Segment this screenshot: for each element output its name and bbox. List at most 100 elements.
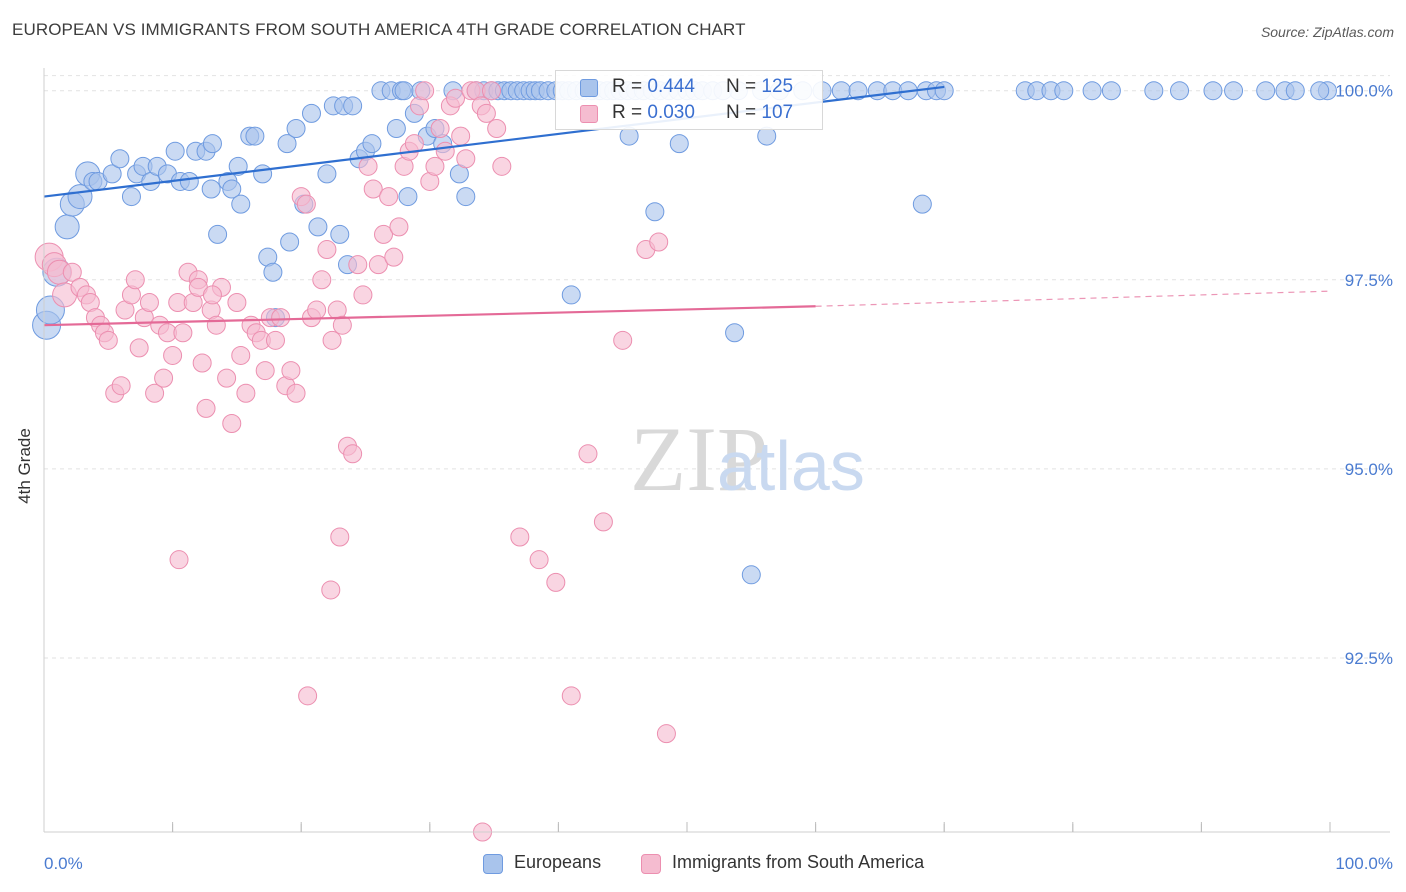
immigrants-point (286, 383, 306, 403)
immigrants-point (317, 240, 337, 260)
immigrants-point (222, 414, 242, 434)
europeans-point (398, 187, 418, 207)
europeans-point (308, 217, 328, 237)
legend-r-label: R = (612, 102, 648, 123)
immigrants-point (404, 134, 424, 154)
y-axis-label: 4th Grade (15, 428, 34, 504)
chart-source: Source: ZipAtlas.com (1260, 24, 1394, 40)
europeans-point (231, 194, 251, 214)
legend-row-europeans: R = 0.444 N = 125 (556, 76, 822, 100)
europeans-point (1101, 81, 1121, 101)
immigrants-point (255, 361, 275, 381)
europeans-point (848, 81, 868, 101)
europeans-point (831, 81, 851, 101)
europeans-point (912, 194, 932, 214)
immigrants-point (231, 345, 251, 365)
immigrants-point (139, 292, 159, 312)
immigrants-point (446, 88, 466, 108)
europeans-swatch (483, 854, 503, 874)
europeans-point (202, 134, 222, 154)
watermark-atlas: atlas (717, 427, 865, 505)
immigrants-point (332, 315, 352, 335)
europeans-point (1082, 81, 1102, 101)
legend-n-value: 125 (761, 76, 794, 97)
immigrants-point (510, 527, 530, 547)
x-tick-label: 100.0% (1335, 854, 1393, 873)
watermark: ZIP atlas (630, 408, 865, 510)
immigrants-point (476, 103, 496, 123)
y-tick-label: 100.0% (1335, 82, 1393, 101)
immigrants-trend-line (43, 305, 816, 327)
immigrants-point (227, 292, 247, 312)
immigrants-point (206, 315, 226, 335)
immigrants-point (125, 270, 145, 290)
immigrants-label: Immigrants from South America (672, 852, 925, 872)
immigrants-point (163, 345, 183, 365)
immigrants-point (111, 376, 131, 396)
immigrants-point (487, 119, 507, 139)
legend-n-label: N = (726, 76, 762, 97)
europeans-point (1144, 81, 1164, 101)
legend-swatch-immigrants (580, 105, 598, 123)
legend-n-value: 107 (761, 102, 794, 123)
y-tick-label: 92.5% (1345, 649, 1393, 668)
legend-row-immigrants: R = 0.030 N = 107 (556, 102, 822, 126)
immigrants-point (363, 179, 383, 199)
immigrants-point (379, 187, 399, 207)
series-legend: Europeans Immigrants from South America (0, 852, 1406, 876)
europeans-point (54, 214, 80, 240)
immigrants-trend-extension (815, 290, 1331, 307)
europeans-point (102, 164, 122, 184)
europeans-point (263, 262, 283, 282)
y-tick-label: 97.5% (1345, 271, 1393, 290)
immigrants-point (192, 353, 212, 373)
immigrants-point (322, 330, 342, 350)
immigrants-point (154, 368, 174, 388)
europeans-point (208, 224, 228, 244)
europeans-point (179, 171, 199, 191)
immigrants-point (368, 255, 388, 275)
immigrants-point (271, 308, 291, 328)
europeans-point (330, 224, 350, 244)
y-tick-label: 95.0% (1345, 460, 1393, 479)
immigrants-point (296, 194, 316, 214)
immigrants-point (415, 81, 435, 101)
stats-legend: R = 0.444 N = 125 R = 0.030 N = 107 (555, 70, 823, 130)
europeans-point (280, 232, 300, 252)
immigrants-swatch (641, 854, 661, 874)
europeans-point (121, 187, 141, 207)
x-tick-label: 0.0% (44, 854, 83, 873)
europeans-point (1203, 81, 1223, 101)
legend-swatch-europeans (580, 79, 598, 97)
legend-r-value: 0.030 (647, 102, 695, 123)
immigrants-point (492, 156, 512, 176)
legend-n-label: N = (726, 102, 762, 123)
immigrants-point (353, 285, 373, 305)
europeans-point (277, 134, 297, 154)
watermark-zip: ZIP (630, 408, 768, 510)
immigrants-point (358, 156, 378, 176)
immigrants-point (348, 255, 368, 275)
immigrants-point (196, 398, 216, 418)
immigrants-point (389, 217, 409, 237)
immigrants-point (482, 81, 502, 101)
immigrants-points (34, 81, 676, 842)
europeans-point (1310, 81, 1330, 101)
europeans-point (1285, 81, 1305, 101)
immigrants-point (298, 686, 318, 706)
europeans-point (201, 179, 221, 199)
europeans-point (245, 126, 265, 146)
europeans-point (343, 96, 363, 116)
europeans-point (286, 119, 306, 139)
europeans-point (1224, 81, 1244, 101)
immigrants-point (529, 550, 549, 570)
europeans-point (1256, 81, 1276, 101)
immigrants-point (435, 141, 455, 161)
immigrants-point (456, 149, 476, 169)
immigrants-point (384, 247, 404, 267)
europeans-point (1054, 81, 1074, 101)
europeans-point (110, 149, 130, 169)
europeans-point (222, 179, 242, 199)
immigrants-point (98, 330, 118, 350)
